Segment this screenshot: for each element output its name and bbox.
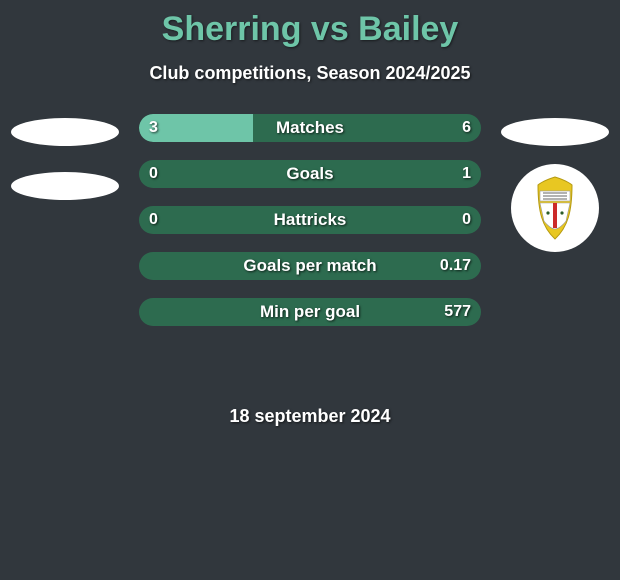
stat-label: Goals bbox=[139, 160, 481, 188]
stat-value-right: 1 bbox=[462, 160, 471, 188]
stat-label: Matches bbox=[139, 114, 481, 142]
stat-label: Hattricks bbox=[139, 206, 481, 234]
stat-bar: 0Hattricks0 bbox=[139, 206, 481, 234]
stat-value-right: 0.17 bbox=[440, 252, 471, 280]
stat-value-right: 6 bbox=[462, 114, 471, 142]
stat-label: Min per goal bbox=[139, 298, 481, 326]
team-badge-placeholder bbox=[501, 118, 609, 146]
team-badge-placeholder bbox=[11, 172, 119, 200]
crest-icon bbox=[520, 173, 590, 243]
stat-bars: 3Matches60Goals10Hattricks0Goals per mat… bbox=[139, 114, 481, 326]
comparison-content: 3Matches60Goals10Hattricks0Goals per mat… bbox=[0, 114, 620, 326]
date-text: 18 september 2024 bbox=[0, 406, 620, 427]
stat-value-right: 577 bbox=[444, 298, 471, 326]
team-badge-placeholder bbox=[11, 118, 119, 146]
stat-label: Goals per match bbox=[139, 252, 481, 280]
stat-bar: 0Goals1 bbox=[139, 160, 481, 188]
stat-bar: Goals per match0.17 bbox=[139, 252, 481, 280]
right-team-badges bbox=[490, 114, 620, 252]
stat-bar: 3Matches6 bbox=[139, 114, 481, 142]
page-subtitle: Club competitions, Season 2024/2025 bbox=[0, 63, 620, 84]
stat-value-right: 0 bbox=[462, 206, 471, 234]
page-title: Sherring vs Bailey bbox=[0, 0, 620, 49]
team-crest bbox=[511, 164, 599, 252]
stat-bar: Min per goal577 bbox=[139, 298, 481, 326]
left-team-badges bbox=[0, 114, 130, 200]
